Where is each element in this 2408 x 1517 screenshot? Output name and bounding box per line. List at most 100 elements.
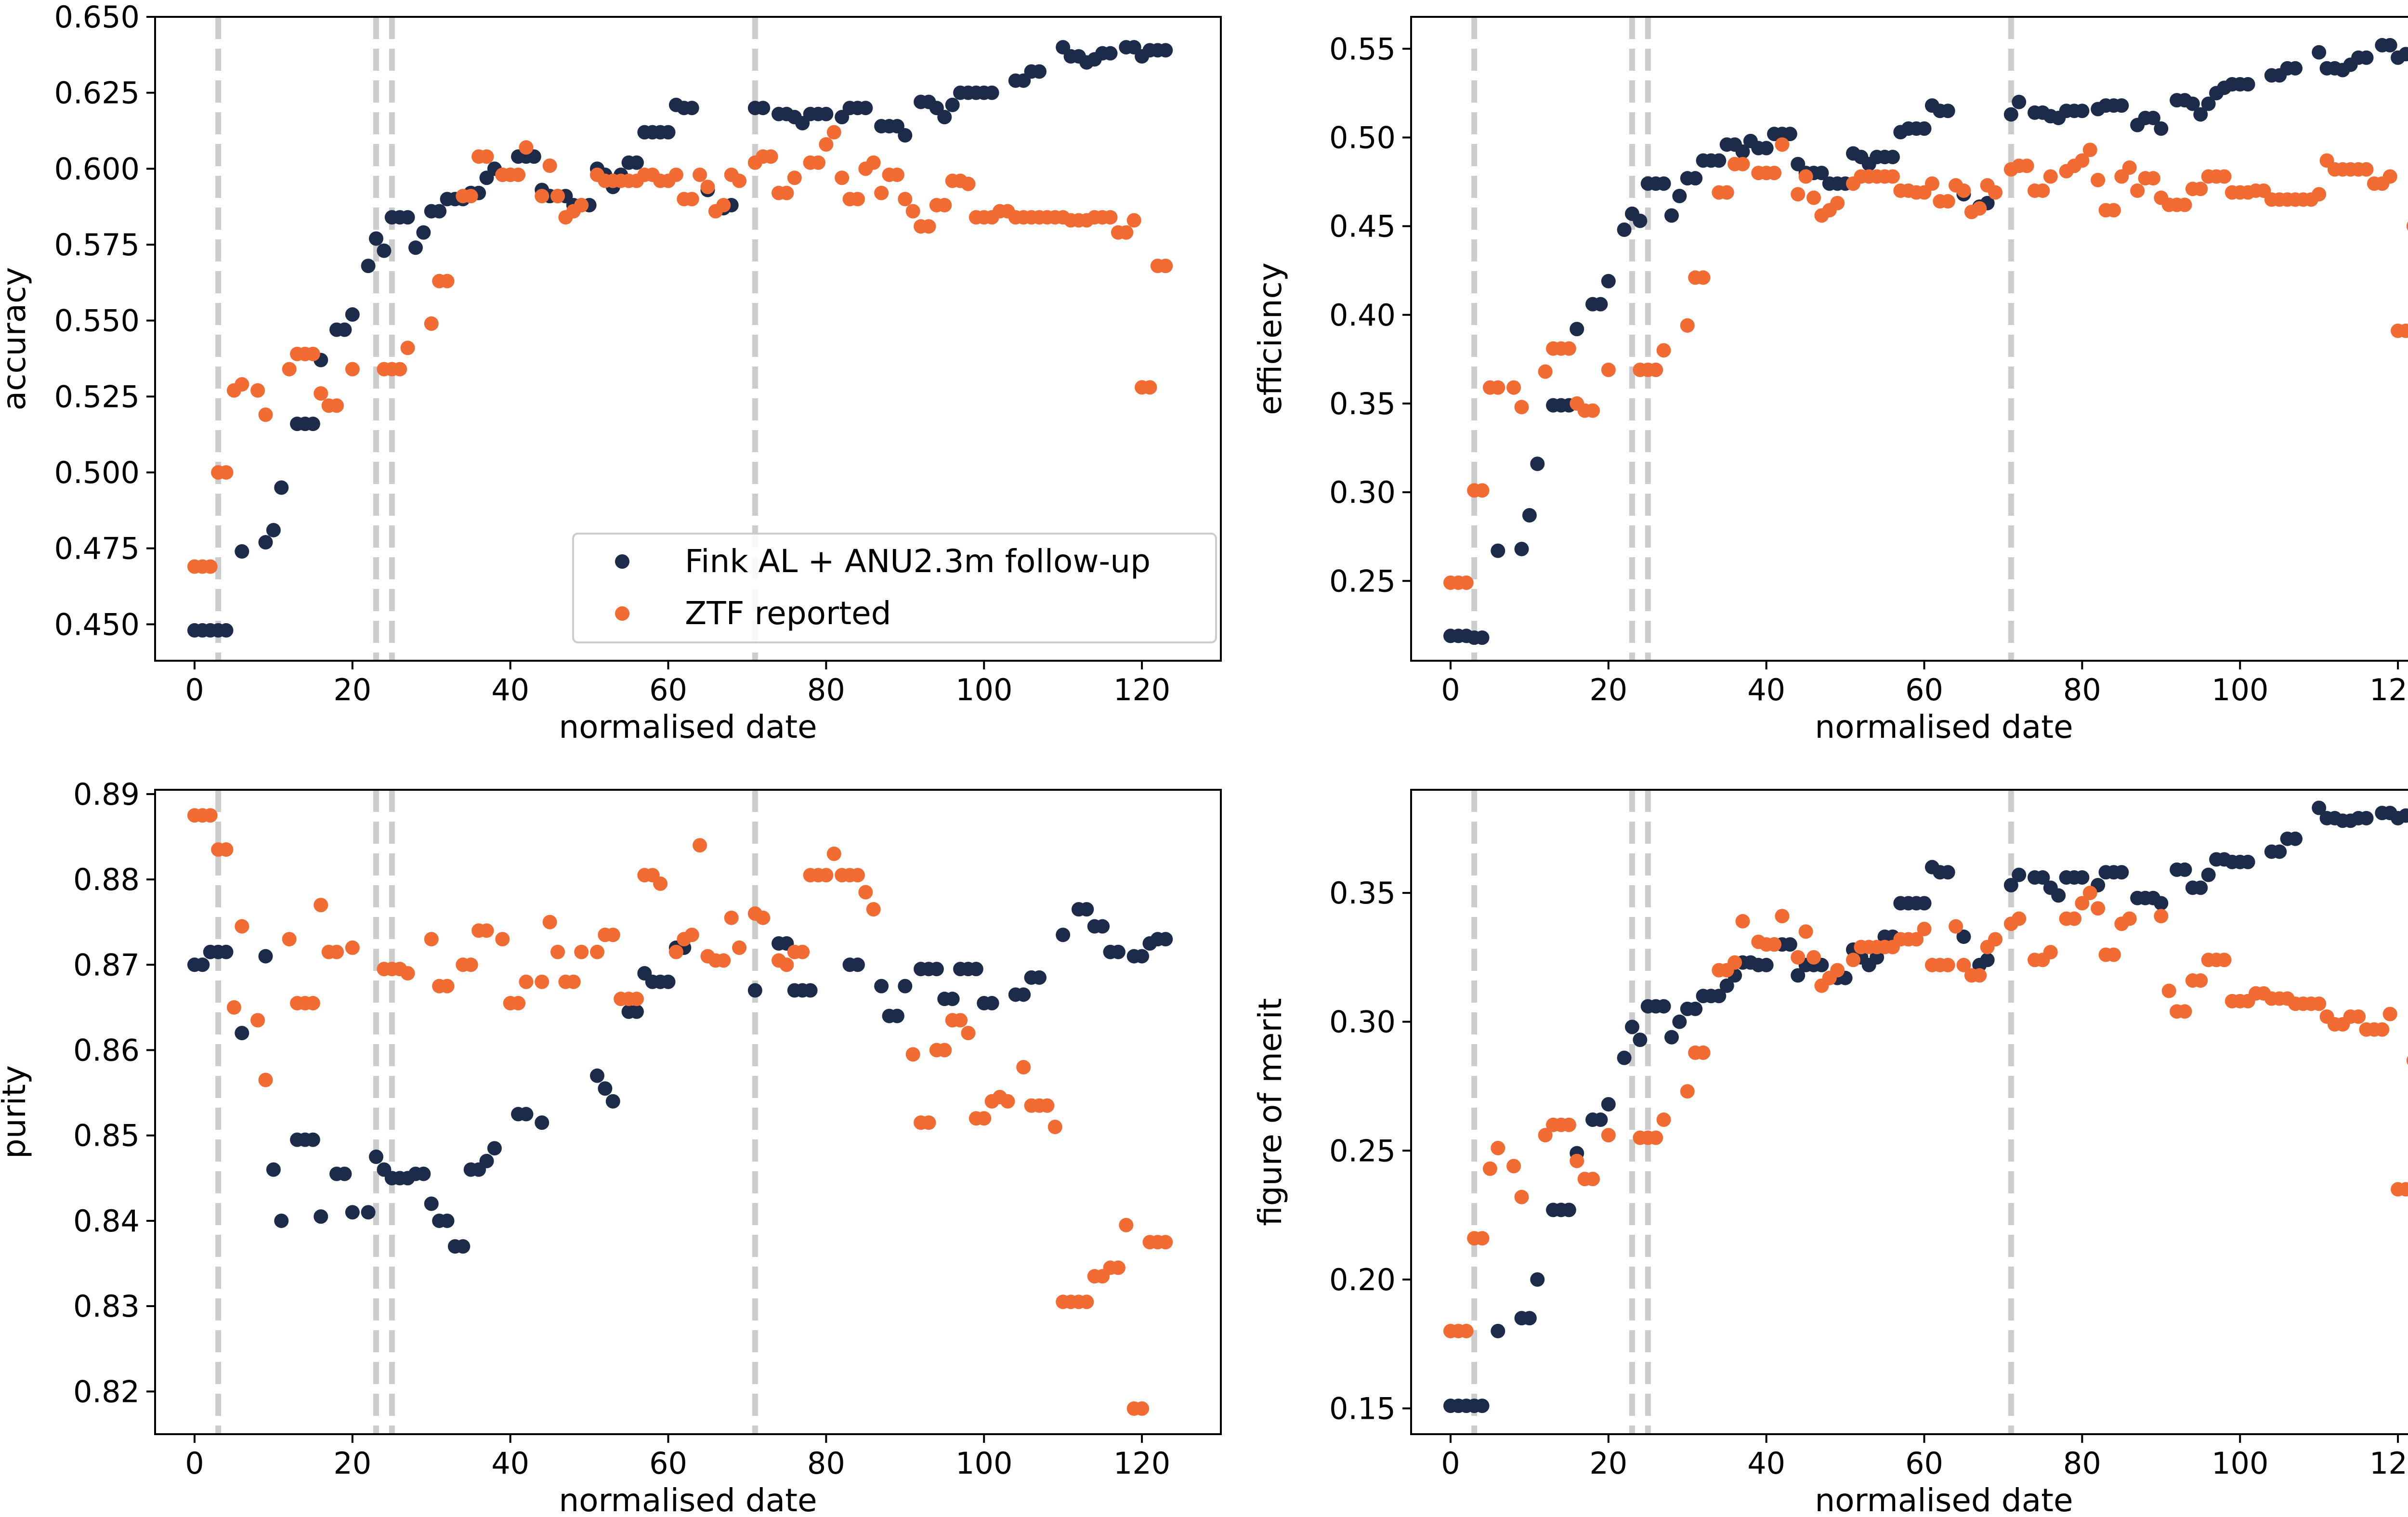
ztf-point xyxy=(700,180,715,195)
y-tick-label: 0.20 xyxy=(1329,1262,1396,1297)
ztf-point xyxy=(282,932,297,947)
x-tick-label: 100 xyxy=(955,1446,1012,1481)
x-tick-label: 40 xyxy=(1747,672,1785,707)
x-tick-label: 0 xyxy=(1441,672,1460,707)
ztf-point xyxy=(574,198,589,213)
ztf-point xyxy=(811,155,825,170)
y-tick-label: 0.83 xyxy=(73,1289,140,1324)
ztf-point xyxy=(1601,1128,1616,1143)
plot-frame xyxy=(154,789,1222,1435)
x-tick-label: 20 xyxy=(333,672,371,707)
fink-point xyxy=(1016,987,1031,1002)
figure-of-merit-panel: 0 20 40 60 80 100 120 0.15 0.20 0.25 0.30 0.35 norma… xyxy=(1252,789,2408,1517)
fink-point xyxy=(984,85,999,100)
fink-point xyxy=(2035,870,2050,885)
y-tick-label: 0.40 xyxy=(1329,298,1396,333)
fink-point xyxy=(929,962,944,977)
x-tick-label: 0 xyxy=(185,1446,204,1481)
ztf-point xyxy=(305,347,320,362)
fink-point xyxy=(874,979,889,994)
fink-point xyxy=(1522,508,1537,523)
ztf-point xyxy=(2406,1056,2408,1065)
ztf-point xyxy=(566,974,581,989)
ztf-point xyxy=(1956,183,1971,198)
ztf-point xyxy=(1798,169,1813,184)
fink-point xyxy=(937,110,952,125)
ztf-point xyxy=(235,919,249,934)
fink-point xyxy=(2012,94,2027,109)
y-tick-label: 0.86 xyxy=(73,1033,140,1068)
ztf-point xyxy=(1830,196,1845,210)
fink-point xyxy=(424,1196,439,1211)
fink-point xyxy=(2201,867,2216,882)
ztf-point xyxy=(1791,950,1806,965)
fink-point xyxy=(337,322,352,337)
ztf-point xyxy=(2043,945,2058,960)
ztf-point xyxy=(826,125,841,140)
ztf-point xyxy=(2154,909,2169,924)
ztf-point xyxy=(1482,1161,1497,1176)
ztf-point xyxy=(1806,190,1821,205)
fink-point xyxy=(2406,811,2408,820)
ztf-point xyxy=(2161,983,2176,998)
fink-point xyxy=(1158,43,1173,58)
legend-marker-ztf xyxy=(615,606,629,621)
ztf-point xyxy=(519,140,534,155)
ztf-point xyxy=(795,944,810,959)
fink-point xyxy=(2193,880,2208,895)
ztf-point xyxy=(2130,183,2145,198)
ztf-point xyxy=(1491,1140,1505,1155)
x-tick-label: 40 xyxy=(491,1446,529,1481)
ztf-point xyxy=(779,957,794,972)
ztf-point xyxy=(2106,947,2121,962)
ztf-point xyxy=(1735,157,1750,171)
ztf-point xyxy=(1000,1094,1015,1109)
ztf-point xyxy=(732,173,747,188)
ztf-point xyxy=(898,192,913,207)
fink-point xyxy=(1522,1311,1537,1326)
legend-box xyxy=(572,533,1217,643)
fink-point xyxy=(850,957,865,972)
ztf-point xyxy=(763,149,778,164)
ztf-point xyxy=(2312,996,2327,1011)
y-tick-label: 0.500 xyxy=(54,455,140,490)
purity-panel: 0 20 40 60 80 100 120 0.82 0.83 0.84 0.85 0.86 0.87 0… xyxy=(0,777,1222,1517)
fink-point xyxy=(1656,999,1671,1014)
y-tick-label: 0.82 xyxy=(73,1374,140,1409)
ztf-point xyxy=(258,1072,273,1087)
fink-point xyxy=(274,1213,289,1228)
x-tick-label: 120 xyxy=(1113,672,1170,707)
fink-point xyxy=(1079,902,1094,917)
fink-point xyxy=(2003,878,2018,893)
ztf-point xyxy=(519,974,534,989)
fink-point xyxy=(1601,1097,1616,1112)
ztf-point xyxy=(535,974,550,989)
fink-point xyxy=(945,97,960,112)
ztf-point xyxy=(2091,901,2106,916)
ztf-point xyxy=(2012,911,2027,926)
x-tick-label: 60 xyxy=(649,672,687,707)
ztf-point xyxy=(2375,1022,2390,1037)
fink-point xyxy=(377,243,392,258)
fink-point xyxy=(2114,865,2129,880)
x-tick-label: 80 xyxy=(807,1446,845,1481)
fink-point xyxy=(1617,1050,1632,1065)
fink-point xyxy=(2177,862,2192,877)
ztf-point xyxy=(961,176,976,191)
ztf-point xyxy=(1649,1130,1663,1145)
plot-frame xyxy=(1410,789,2408,1435)
fink-point xyxy=(2382,38,2397,52)
y-tick-label: 0.525 xyxy=(54,379,140,414)
ztf-point xyxy=(890,167,904,182)
ztf-point xyxy=(1767,937,1782,952)
ztf-point xyxy=(1506,380,1521,395)
ztf-point xyxy=(250,1013,265,1028)
ztf-point xyxy=(550,189,565,204)
fink-point xyxy=(1791,968,1806,983)
fink-point xyxy=(1111,944,1125,959)
fink-point xyxy=(258,535,273,550)
ztf-point xyxy=(535,189,550,204)
fink-point xyxy=(487,1141,502,1156)
fink-point xyxy=(479,1153,494,1168)
ztf-point xyxy=(629,992,644,1007)
